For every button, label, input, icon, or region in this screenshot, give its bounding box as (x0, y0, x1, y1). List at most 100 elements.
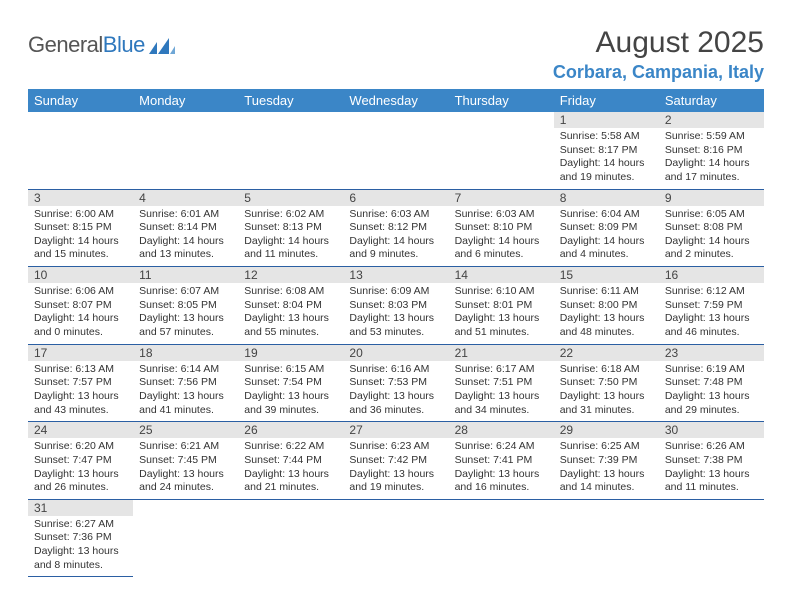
calendar-day-cell: 22 Sunrise: 6:18 AMSunset: 7:50 PMDayligh… (554, 344, 659, 422)
sunrise-text: Sunrise: 6:14 AM (139, 363, 232, 377)
calendar-empty-cell (449, 112, 554, 189)
day-details: Sunrise: 6:19 AMSunset: 7:48 PMDaylight:… (659, 361, 764, 422)
daylight-text: Daylight: 13 hours and 53 minutes. (349, 312, 442, 339)
daylight-text: Daylight: 13 hours and 34 minutes. (455, 390, 548, 417)
sunset-text: Sunset: 8:15 PM (34, 221, 127, 235)
daylight-text: Daylight: 13 hours and 14 minutes. (560, 468, 653, 495)
calendar-day-cell: 1Sunrise: 5:58 AMSunset: 8:17 PMDaylight… (554, 112, 659, 189)
calendar-day-cell: 8Sunrise: 6:04 AMSunset: 8:09 PMDaylight… (554, 189, 659, 267)
daylight-text: Daylight: 13 hours and 36 minutes. (349, 390, 442, 417)
brand-mark-icon (149, 36, 175, 54)
sunset-text: Sunset: 7:59 PM (665, 299, 758, 313)
day-number: 20 (343, 345, 448, 361)
daylight-text: Daylight: 14 hours and 17 minutes. (665, 157, 758, 184)
day-details: Sunrise: 6:04 AMSunset: 8:09 PMDaylight:… (554, 206, 659, 267)
day-details: Sunrise: 6:00 AMSunset: 8:15 PMDaylight:… (28, 206, 133, 267)
calendar-day-cell: 21Sunrise: 6:17 AMSunset: 7:51 PMDayligh… (449, 344, 554, 422)
sunrise-text: Sunrise: 6:23 AM (349, 440, 442, 454)
day-header-row: SundayMondayTuesdayWednesdayThursdayFrid… (28, 89, 764, 112)
sunset-text: Sunset: 8:14 PM (139, 221, 232, 235)
sunset-text: Sunset: 7:51 PM (455, 376, 548, 390)
calendar-day-cell: 10Sunrise: 6:06 AMSunset: 8:07 PMDayligh… (28, 267, 133, 345)
day-details: Sunrise: 6:14 AMSunset: 7:56 PMDaylight:… (133, 361, 238, 422)
day-number: 5 (238, 190, 343, 206)
calendar-week-row: 3Sunrise: 6:00 AMSunset: 8:15 PMDaylight… (28, 189, 764, 267)
sunset-text: Sunset: 8:07 PM (34, 299, 127, 313)
daylight-text: Daylight: 14 hours and 2 minutes. (665, 235, 758, 262)
day-number: 27 (343, 422, 448, 438)
day-details: Sunrise: 6:25 AMSunset: 7:39 PMDaylight:… (554, 438, 659, 499)
day-number: 7 (449, 190, 554, 206)
sunset-text: Sunset: 8:17 PM (560, 144, 653, 158)
sunset-text: Sunset: 7:50 PM (560, 376, 653, 390)
daylight-text: Daylight: 13 hours and 31 minutes. (560, 390, 653, 417)
day-details: Sunrise: 6:06 AMSunset: 8:07 PMDaylight:… (28, 283, 133, 344)
daylight-text: Daylight: 14 hours and 6 minutes. (455, 235, 548, 262)
day-number: 19 (238, 345, 343, 361)
daylight-text: Daylight: 13 hours and 19 minutes. (349, 468, 442, 495)
day-details: Sunrise: 6:03 AMSunset: 8:10 PMDaylight:… (449, 206, 554, 267)
sunset-text: Sunset: 8:01 PM (455, 299, 548, 313)
sunset-text: Sunset: 7:53 PM (349, 376, 442, 390)
sunrise-text: Sunrise: 6:18 AM (560, 363, 653, 377)
day-details: Sunrise: 6:07 AMSunset: 8:05 PMDaylight:… (133, 283, 238, 344)
day-number: 24 (28, 422, 133, 438)
calendar-day-cell: 26Sunrise: 6:22 AMSunset: 7:44 PMDayligh… (238, 422, 343, 500)
sunrise-text: Sunrise: 6:15 AM (244, 363, 337, 377)
day-number: 23 (659, 345, 764, 361)
sunset-text: Sunset: 7:44 PM (244, 454, 337, 468)
sunrise-text: Sunrise: 6:13 AM (34, 363, 127, 377)
day-number: 25 (133, 422, 238, 438)
day-header: Wednesday (343, 89, 448, 112)
day-number: 11 (133, 267, 238, 283)
daylight-text: Daylight: 13 hours and 8 minutes. (34, 545, 127, 572)
day-details: Sunrise: 6:27 AMSunset: 7:36 PMDaylight:… (28, 516, 133, 577)
sunset-text: Sunset: 7:42 PM (349, 454, 442, 468)
sunrise-text: Sunrise: 6:20 AM (34, 440, 127, 454)
sunrise-text: Sunrise: 6:08 AM (244, 285, 337, 299)
day-number: 30 (659, 422, 764, 438)
sunrise-text: Sunrise: 6:03 AM (455, 208, 548, 222)
day-number: 31 (28, 500, 133, 516)
daylight-text: Daylight: 13 hours and 16 minutes. (455, 468, 548, 495)
sunrise-text: Sunrise: 6:25 AM (560, 440, 653, 454)
calendar-table: SundayMondayTuesdayWednesdayThursdayFrid… (28, 89, 764, 577)
daylight-text: Daylight: 13 hours and 26 minutes. (34, 468, 127, 495)
calendar-empty-cell (449, 499, 554, 577)
sunset-text: Sunset: 7:48 PM (665, 376, 758, 390)
day-number: 10 (28, 267, 133, 283)
calendar-week-row: 24Sunrise: 6:20 AMSunset: 7:47 PMDayligh… (28, 422, 764, 500)
calendar-empty-cell (28, 112, 133, 189)
day-details: Sunrise: 6:16 AMSunset: 7:53 PMDaylight:… (343, 361, 448, 422)
day-number: 2 (659, 112, 764, 128)
calendar-empty-cell (554, 499, 659, 577)
sunset-text: Sunset: 8:03 PM (349, 299, 442, 313)
calendar-day-cell: 11Sunrise: 6:07 AMSunset: 8:05 PMDayligh… (133, 267, 238, 345)
calendar-day-cell: 30Sunrise: 6:26 AMSunset: 7:38 PMDayligh… (659, 422, 764, 500)
sunrise-text: Sunrise: 6:17 AM (455, 363, 548, 377)
calendar-day-cell: 16Sunrise: 6:12 AMSunset: 7:59 PMDayligh… (659, 267, 764, 345)
calendar-empty-cell (133, 112, 238, 189)
day-number: 22 (554, 345, 659, 361)
sunrise-text: Sunrise: 6:24 AM (455, 440, 548, 454)
sunset-text: Sunset: 7:56 PM (139, 376, 232, 390)
day-number: 15 (554, 267, 659, 283)
sunrise-text: Sunrise: 6:27 AM (34, 518, 127, 532)
calendar-day-cell: 27 Sunrise: 6:23 AMSunset: 7:42 PMDayligh… (343, 422, 448, 500)
sunrise-text: Sunrise: 6:07 AM (139, 285, 232, 299)
sunset-text: Sunset: 8:09 PM (560, 221, 653, 235)
daylight-text: Daylight: 13 hours and 51 minutes. (455, 312, 548, 339)
sunset-text: Sunset: 7:36 PM (34, 531, 127, 545)
calendar-day-cell: 5Sunrise: 6:02 AMSunset: 8:13 PMDaylight… (238, 189, 343, 267)
sunset-text: Sunset: 7:45 PM (139, 454, 232, 468)
day-details: Sunrise: 6:15 AMSunset: 7:54 PMDaylight:… (238, 361, 343, 422)
sunrise-text: Sunrise: 6:06 AM (34, 285, 127, 299)
daylight-text: Daylight: 14 hours and 9 minutes. (349, 235, 442, 262)
sunset-text: Sunset: 8:12 PM (349, 221, 442, 235)
sunrise-text: Sunrise: 6:22 AM (244, 440, 337, 454)
sunrise-text: Sunrise: 6:11 AM (560, 285, 653, 299)
sunset-text: Sunset: 8:08 PM (665, 221, 758, 235)
day-number: 6 (343, 190, 448, 206)
day-header: Monday (133, 89, 238, 112)
day-number: 17 (28, 345, 133, 361)
